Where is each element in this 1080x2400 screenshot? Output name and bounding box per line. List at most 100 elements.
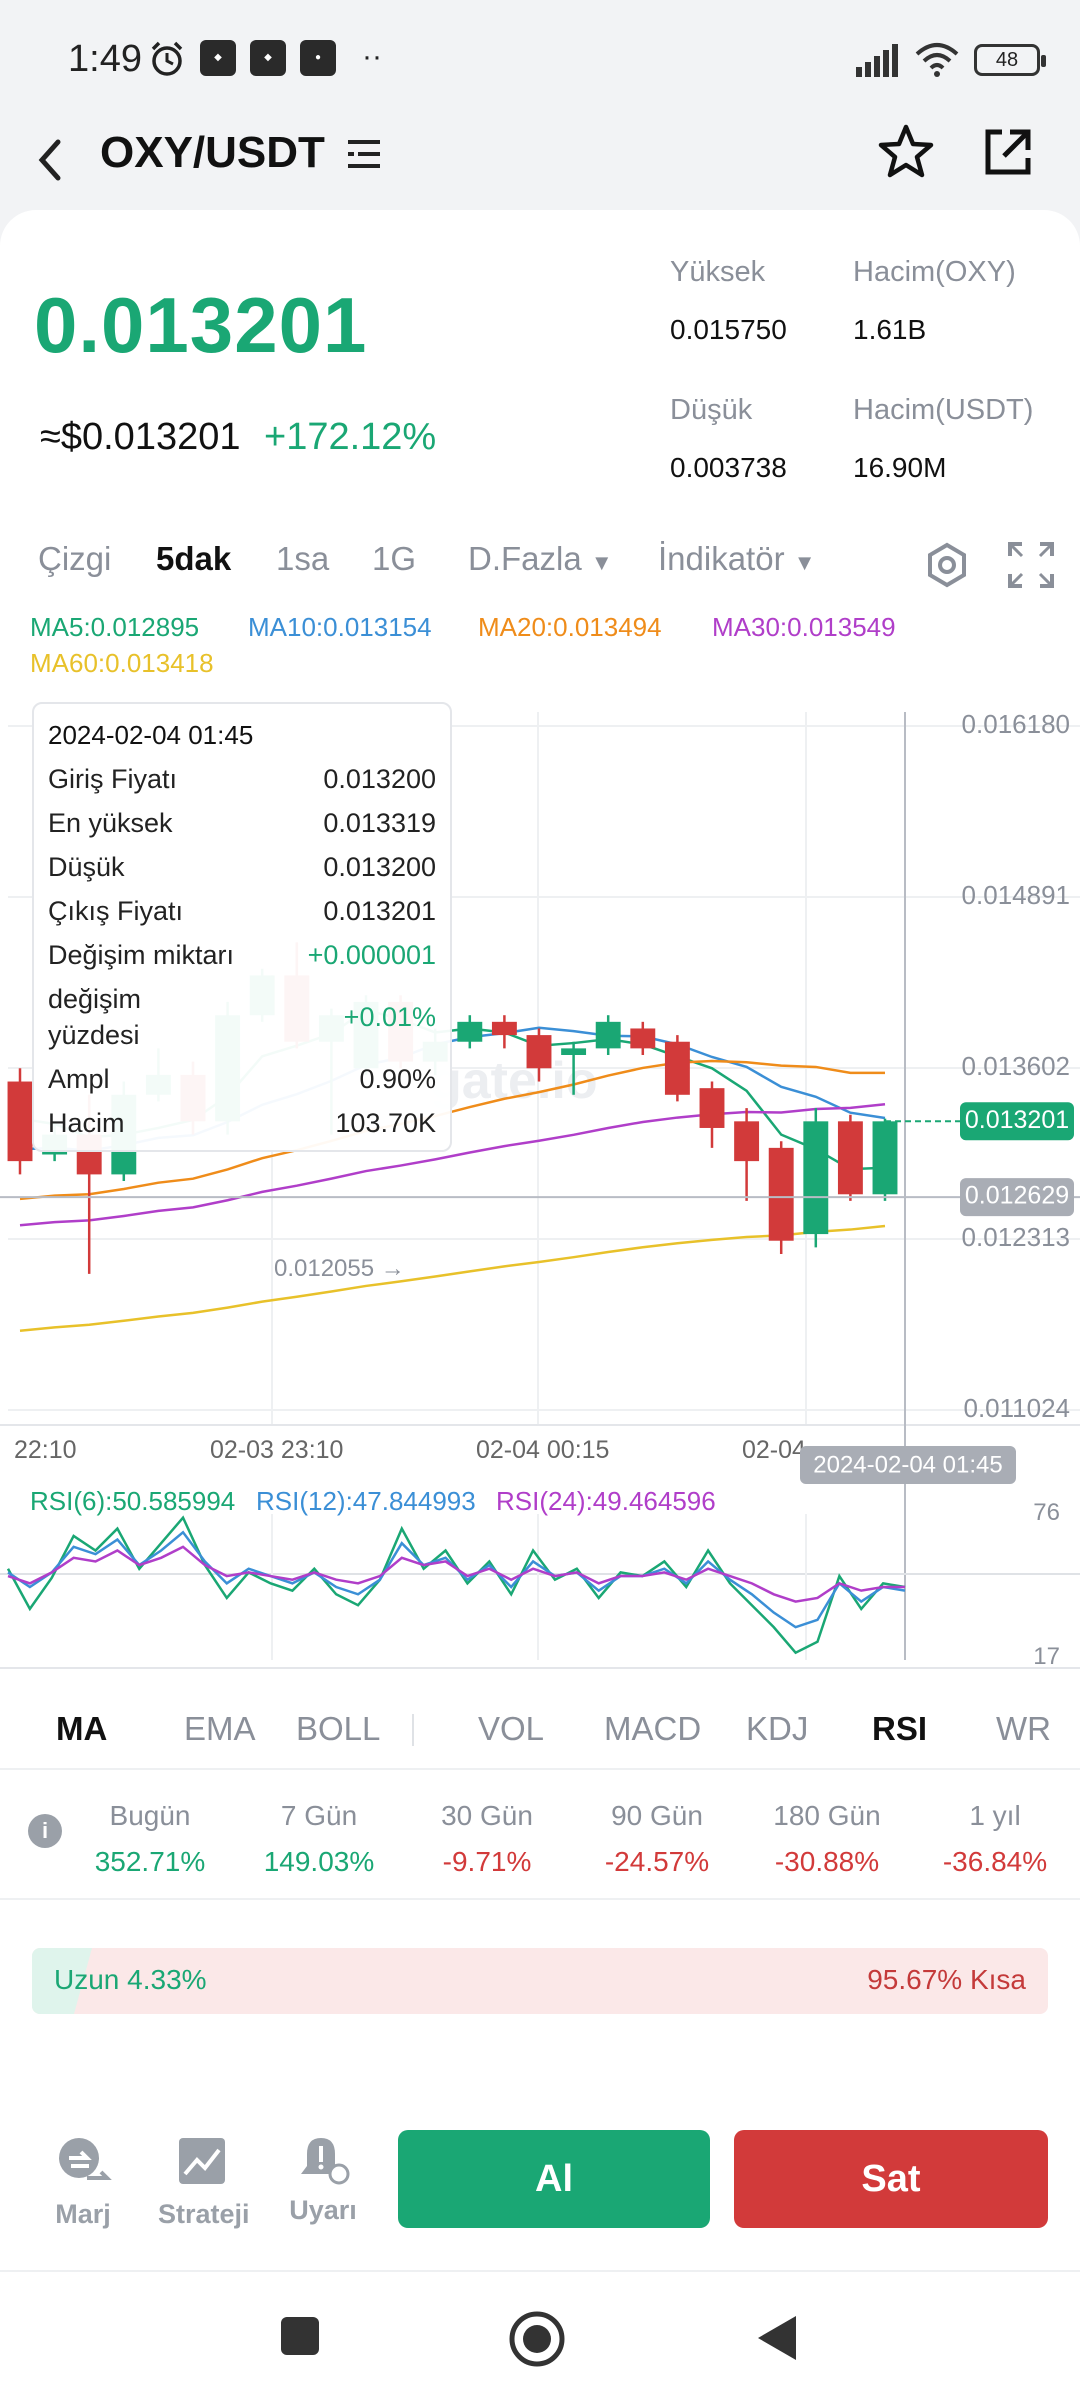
candle-body <box>457 1021 483 1042</box>
app-notification-icon: ◆ <box>200 40 236 76</box>
fullscreen-icon[interactable] <box>1006 540 1056 590</box>
home-icon[interactable] <box>508 2310 566 2368</box>
x-tick-label: 02-04 00:15 <box>476 1436 609 1464</box>
chart-settings-icon[interactable] <box>922 540 972 590</box>
low-value: 0.003738 <box>670 452 787 483</box>
status-bar: 1:49 ◆ ◆ ● ·· 48 <box>0 0 1080 110</box>
chevron-down-icon: ▼ <box>590 550 613 575</box>
ma20-legend: MA20:0.013494 <box>478 612 662 642</box>
info-icon[interactable]: i <box>28 1814 62 1848</box>
long-ratio-label: Uzun 4.33% <box>54 1964 207 1995</box>
alert-label: Uyarı <box>289 2195 357 2225</box>
period-label: 90 Gün <box>611 1800 703 1831</box>
tab-more-label: D.Fazla <box>468 540 582 577</box>
app-notification-icon-3: ● <box>300 40 336 76</box>
candle-body <box>526 1035 552 1069</box>
indicator-rsi[interactable]: RSI <box>872 1710 928 1747</box>
period-value: -30.88% <box>774 1846 880 1877</box>
signal-icon <box>856 44 898 77</box>
low-label: Düşük <box>670 394 753 426</box>
candle-body <box>872 1121 898 1195</box>
candle-body <box>561 1048 587 1055</box>
rsi-tick-label: 76 <box>1033 1499 1060 1526</box>
period-value: -9.71% <box>442 1846 532 1877</box>
indicator-wr[interactable]: WR <box>996 1710 1051 1747</box>
pair-list-icon[interactable] <box>346 136 382 172</box>
pair-title[interactable]: OXY/USDT <box>100 128 325 177</box>
candle-body <box>664 1041 690 1095</box>
ma5-legend: MA5:0.012895 <box>30 612 200 642</box>
share-icon[interactable] <box>978 122 1038 182</box>
price-change: +172.12% <box>264 416 437 458</box>
indicator-divider <box>412 1714 414 1746</box>
y-tick-label: 0.011024 <box>963 1393 1070 1423</box>
candle-body <box>595 1021 621 1049</box>
indicator-vol[interactable]: VOL <box>478 1710 545 1747</box>
candle-body <box>491 1021 517 1036</box>
indicator-ema[interactable]: EMA <box>184 1710 256 1747</box>
system-nav-bar <box>0 2270 1080 2400</box>
status-time: 1:49 <box>68 38 142 80</box>
tooltip-open-value: 0.013200 <box>323 764 436 794</box>
candle-body <box>803 1121 829 1235</box>
period-today: Bugün 352.71% <box>75 1800 225 1878</box>
recents-icon[interactable] <box>278 2314 322 2358</box>
ma60-line <box>19 1224 886 1332</box>
tab-5m[interactable]: 5dak <box>156 540 232 577</box>
back-nav-icon[interactable] <box>752 2312 800 2364</box>
tooltip-change-pct-value: +0.01% <box>343 1002 436 1032</box>
tab-more[interactable]: D.Fazla ▼ <box>468 540 613 578</box>
period-label: 30 Gün <box>441 1800 533 1831</box>
tooltip-volume-value: 103.70K <box>335 1108 436 1138</box>
usd-price: ≈$0.013201 <box>40 416 241 458</box>
tooltip-ampl-label: Ampl <box>48 1064 110 1094</box>
candle-body <box>768 1147 794 1241</box>
alert-icon <box>301 2138 350 2185</box>
period-performance: i Bugün 352.71% 7 Gün 149.03% 30 Gün -9.… <box>0 1776 1080 1900</box>
indicator-boll[interactable]: BOLL <box>296 1710 381 1747</box>
alarm-icon <box>151 41 183 76</box>
candle-body <box>734 1121 760 1162</box>
period-1y: 1 yıl -36.84% <box>920 1800 1070 1878</box>
tab-indicator-label: İndikatör <box>658 540 785 577</box>
tooltip-close-label: Çıkış Fiyatı <box>48 896 184 926</box>
alert-button[interactable]: Uyarı <box>278 2134 368 2226</box>
chart-watermark: gate.io <box>430 1052 598 1110</box>
buy-button[interactable]: Al <box>398 2130 710 2228</box>
y-tick-label: 0.012313 <box>962 1222 1070 1252</box>
rsi12-legend: RSI(12):47.844993 <box>256 1486 476 1516</box>
battery-icon: 48 <box>974 44 1046 76</box>
chevron-down-icon: ▼ <box>793 550 816 575</box>
favorite-star-icon[interactable] <box>876 122 936 182</box>
tab-indicator[interactable]: İndikatör ▼ <box>658 540 816 578</box>
rsi24-legend: RSI(24):49.464596 <box>496 1486 716 1516</box>
period-label: 1 yıl <box>969 1800 1021 1831</box>
indicator-kdj[interactable]: KDJ <box>746 1710 809 1747</box>
strategy-button[interactable]: Strateji <box>158 2134 250 2230</box>
back-icon[interactable] <box>30 130 70 190</box>
candle-body <box>630 1028 656 1049</box>
indicator-ma[interactable]: MA <box>56 1710 108 1747</box>
volume-base-value: 1.61B <box>853 314 927 345</box>
low-price-marker: 0.012055 → <box>274 1255 405 1282</box>
volume-base-label: Hacim(OXY) <box>853 256 1016 288</box>
volume-quote-label: Hacim(USDT) <box>853 394 1034 426</box>
tab-1d[interactable]: 1G <box>372 540 417 577</box>
rsi6-legend: RSI(6):50.585994 <box>30 1486 236 1516</box>
tooltip-change-pct-label-2: yüzdesi <box>48 1020 140 1050</box>
indicator-macd[interactable]: MACD <box>604 1710 702 1747</box>
tab-line[interactable]: Çizgi <box>38 540 112 577</box>
tooltip-high-label: En yüksek <box>48 808 173 838</box>
timeframe-tabs: Çizgi 5dak 1sa 1G D.Fazla ▼ İndikatör ▼ <box>0 540 1080 600</box>
ma30-line <box>19 1103 886 1227</box>
margin-label: Marj <box>55 2199 111 2229</box>
tooltip-close-value: 0.013201 <box>323 896 436 926</box>
price-chart[interactable]: gate.io 0.016180 0.014891 0.013602 0.012313… <box>0 700 1080 1700</box>
high-value: 0.015750 <box>670 314 787 345</box>
margin-button[interactable]: Marj <box>38 2134 128 2230</box>
tab-1h[interactable]: 1sa <box>276 540 330 577</box>
ma30-legend: MA30:0.013549 <box>712 612 896 642</box>
sell-button[interactable]: Sat <box>734 2130 1048 2228</box>
candle-body <box>699 1088 725 1128</box>
